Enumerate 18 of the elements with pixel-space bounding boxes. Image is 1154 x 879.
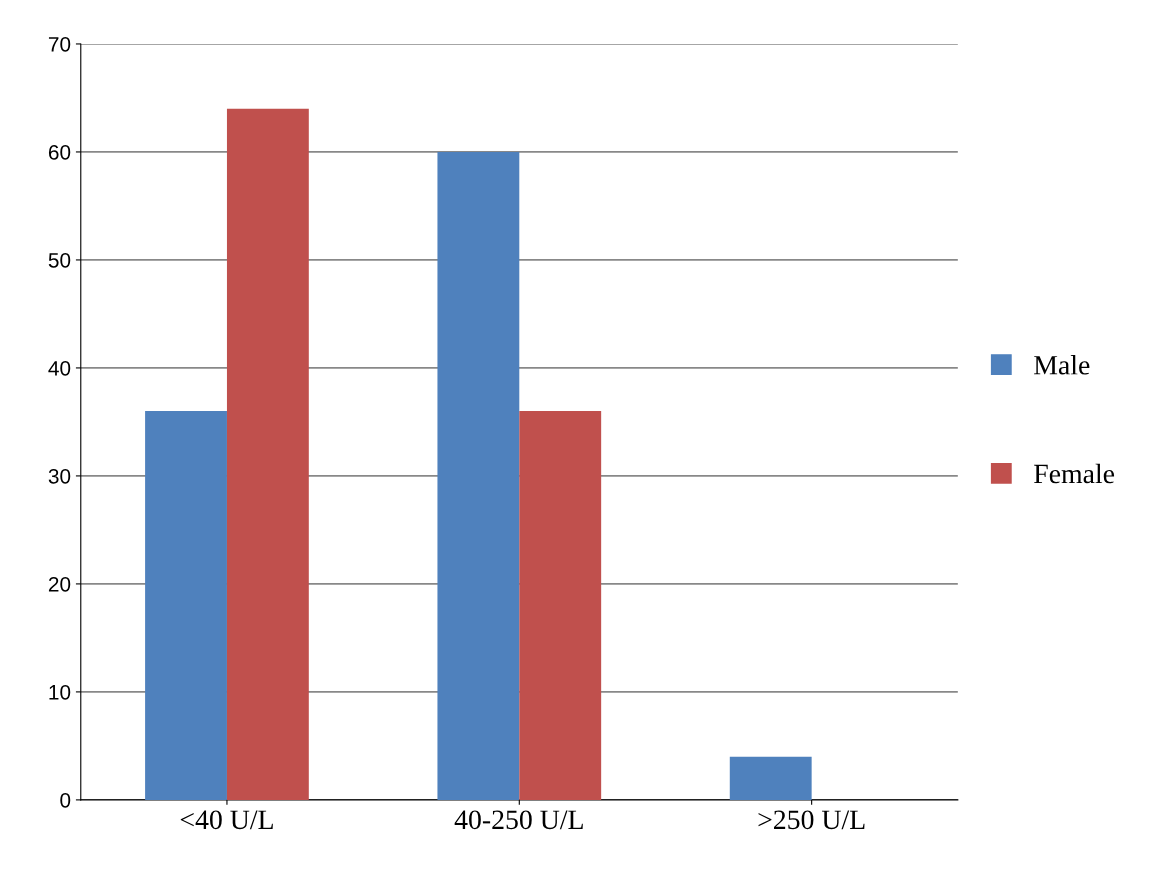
bar [145, 411, 227, 800]
y-tick-label: 20 [48, 576, 71, 592]
x-tick-label: >250 U/L [758, 810, 865, 830]
y-tick-label: 10 [49, 684, 71, 700]
legend-label: Female [1034, 463, 1115, 484]
y-tick-label: 30 [48, 468, 71, 484]
bar [729, 756, 812, 800]
bar [519, 411, 602, 800]
y-tick-label: 50 [48, 252, 71, 268]
y-tick-label: 70 [48, 36, 71, 52]
x-tick-label: 40-250 U/L [454, 810, 583, 830]
legend-label: Male [1034, 355, 1090, 375]
y-tick-label: 40 [48, 360, 71, 376]
y-tick-label: 0 [60, 792, 71, 808]
bar [226, 108, 309, 800]
y-tick-label: 60 [48, 144, 71, 160]
bar [437, 151, 520, 800]
x-tick-label: <40 U/L [180, 810, 273, 830]
